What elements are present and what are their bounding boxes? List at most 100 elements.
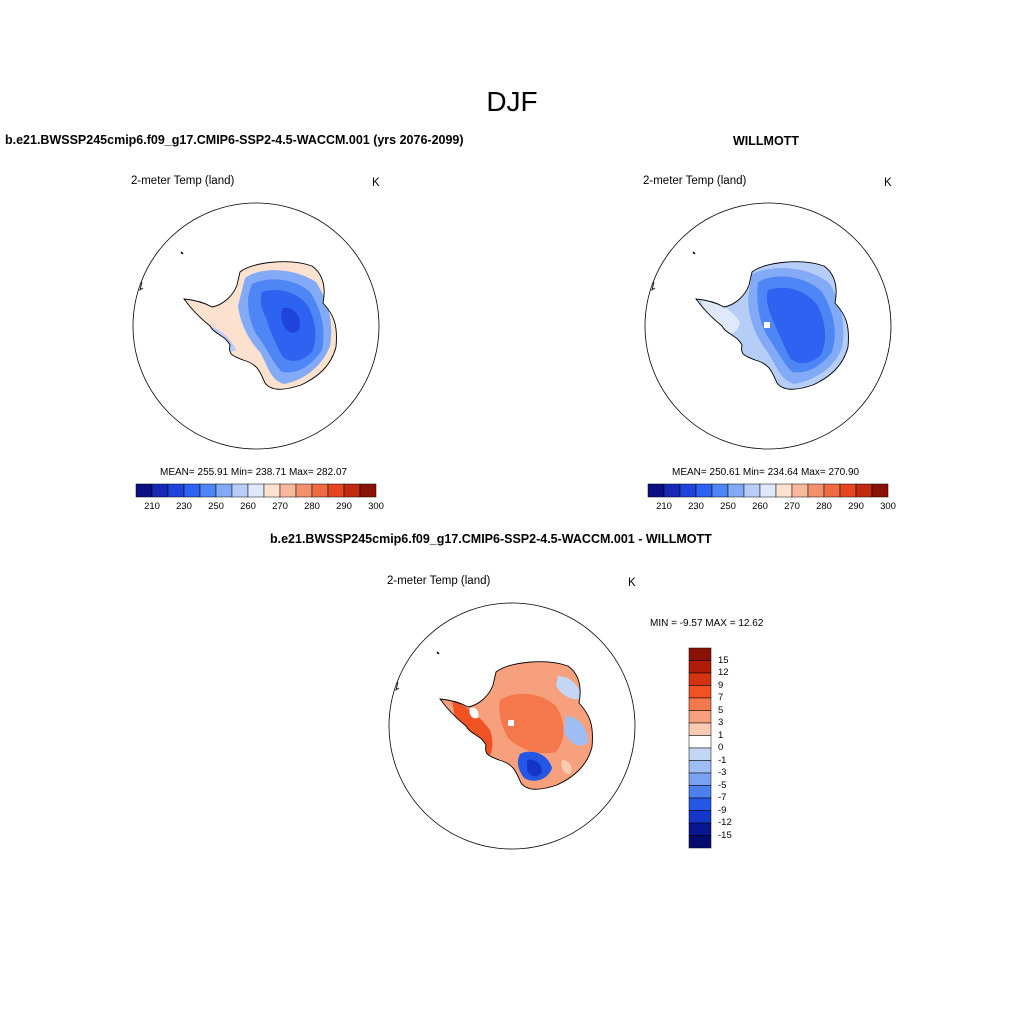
colorbar-3-tick-label: -5	[718, 779, 727, 791]
colorbar-2-tick-label: 210	[656, 501, 672, 512]
colorbar-2-tick-label: 250	[720, 501, 736, 512]
colorbar-1-tick-label: 250	[208, 501, 224, 512]
colorbar-3-box	[688, 672, 712, 686]
colorbar-2-box	[743, 483, 761, 498]
colorbar-3-box	[688, 710, 712, 724]
colorbar-1-box	[215, 483, 233, 498]
panel1-units-label: K	[372, 177, 380, 189]
colorbar-3-box	[688, 685, 712, 699]
colorbar-3-box	[688, 697, 712, 711]
colorbar-2-box	[839, 483, 857, 498]
colorbar-2-tick-label: 270	[784, 501, 800, 512]
colorbar-2-box	[775, 483, 793, 498]
colorbar-1-box	[247, 483, 265, 498]
colorbar-3-tick-label: 0	[718, 742, 724, 753]
colorbar-2-box	[663, 483, 681, 498]
colorbar-2-box	[727, 483, 745, 498]
colorbar-1-box	[295, 483, 313, 498]
colorbar-1-box	[135, 483, 153, 498]
colorbar-1-tick-label: 280	[304, 501, 320, 512]
panel2-stats: MEAN= 250.61 Min= 234.64 Max= 270.90	[672, 467, 860, 478]
colorbar-3-tick-label: 9	[718, 679, 724, 691]
map2-coast-mark	[651, 281, 656, 291]
colorbar-3	[688, 647, 712, 849]
colorbar-3-box	[688, 660, 712, 674]
colorbar-3-tick-label: -1	[718, 754, 727, 766]
colorbar-3-box	[688, 647, 712, 661]
colorbar-3-tick-label: -7	[718, 792, 727, 803]
colorbar-3-box	[688, 797, 712, 811]
colorbar-2-box	[791, 483, 809, 498]
panel3-units-label: K	[628, 577, 636, 589]
map-panel-3	[388, 602, 636, 850]
colorbar-1-tick-label: 210	[144, 501, 160, 512]
colorbar-3-tick-label: -9	[718, 804, 727, 816]
colorbar-3-tick-label: 12	[718, 667, 729, 678]
colorbar-1-tick-label: 230	[176, 501, 192, 512]
colorbar-3-tick-label: 1	[718, 729, 724, 741]
map3-island-mark	[436, 651, 440, 655]
colorbar-2-box	[759, 483, 777, 498]
colorbar-3-box	[688, 735, 712, 749]
panel1-variable-label: 2-meter Temp (land)	[131, 175, 235, 187]
colorbar-2-tick-label: 280	[816, 501, 832, 512]
colorbar-2-box	[711, 483, 729, 498]
colorbar-3-box	[688, 822, 712, 836]
colorbar-3-box	[688, 760, 712, 774]
colorbar-1-box	[199, 483, 217, 498]
colorbar-2-tick-label: 230	[688, 501, 704, 512]
panel1-title: b.e21.BWSSP245cmip6.f09_g17.CMIP6-SSP2-4…	[5, 133, 464, 147]
colorbar-3-box	[688, 785, 712, 799]
map2-island-mark	[692, 251, 696, 255]
colorbar-1-box	[327, 483, 345, 498]
colorbar-3-box	[688, 722, 712, 736]
panel3-stats: MIN = -9.57 MAX = 12.62	[650, 618, 764, 629]
colorbar-1-box	[167, 483, 185, 498]
colorbar-2-box	[855, 483, 873, 498]
map1-coast-mark	[139, 281, 144, 291]
colorbar-2-box	[871, 483, 889, 498]
colorbar-3-tick-label: 15	[718, 654, 729, 666]
colorbar-3-tick-label: 5	[718, 704, 724, 716]
colorbar-1-box	[231, 483, 249, 498]
panel1-stats: MEAN= 255.91 Min= 238.71 Max= 282.07	[160, 467, 348, 478]
map1-island-mark	[180, 251, 184, 255]
colorbar-2	[647, 483, 889, 498]
panel3-variable-label: 2-meter Temp (land)	[387, 575, 491, 587]
colorbar-2-box	[679, 483, 697, 498]
colorbar-2-tick-label: 300	[880, 501, 896, 512]
colorbar-1-tick-label: 290	[336, 501, 352, 512]
colorbar-2-box	[647, 483, 665, 498]
map3-coast-mark	[395, 681, 400, 691]
colorbar-3-tick-label: -3	[718, 767, 727, 778]
panel2-title: WILLMOTT	[733, 134, 799, 148]
colorbar-1-tick-label: 260	[240, 501, 256, 512]
colorbar-3-box	[688, 810, 712, 824]
map-panel-1	[132, 202, 380, 450]
colorbar-1-tick-label: 300	[368, 501, 384, 512]
colorbar-1-box	[263, 483, 281, 498]
panel3-title: b.e21.BWSSP245cmip6.f09_g17.CMIP6-SSP2-4…	[270, 532, 712, 546]
colorbar-3-tick-label: -15	[718, 829, 732, 841]
colorbar-2-box	[807, 483, 825, 498]
colorbar-3-tick-label: -12	[718, 817, 732, 828]
colorbar-2-tick-label: 260	[752, 501, 768, 512]
colorbar-1	[135, 483, 377, 498]
panel2-variable-label: 2-meter Temp (land)	[643, 175, 747, 187]
colorbar-3-box	[688, 747, 712, 761]
panel2-units-label: K	[884, 177, 892, 189]
colorbar-3-box	[688, 772, 712, 786]
colorbar-3-box	[688, 835, 712, 849]
colorbar-3-tick-label: 7	[718, 692, 724, 703]
colorbar-1-box	[359, 483, 377, 498]
colorbar-1-box	[183, 483, 201, 498]
colorbar-2-tick-label: 290	[848, 501, 864, 512]
map-panel-2	[644, 202, 892, 450]
colorbar-1-box	[151, 483, 169, 498]
colorbar-1-box	[279, 483, 297, 498]
colorbar-1-box	[343, 483, 361, 498]
colorbar-1-tick-label: 270	[272, 501, 288, 512]
colorbar-2-box	[823, 483, 841, 498]
colorbar-3-tick-label: 3	[718, 717, 724, 728]
